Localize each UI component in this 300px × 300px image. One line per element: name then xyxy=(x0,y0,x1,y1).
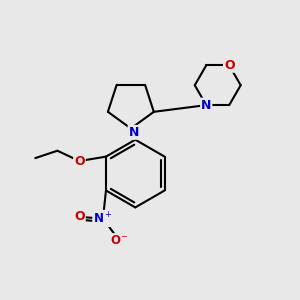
Text: O: O xyxy=(74,154,85,167)
Text: O$^{-}$: O$^{-}$ xyxy=(110,234,128,247)
Text: O: O xyxy=(224,59,235,72)
Text: N: N xyxy=(129,126,139,139)
Text: N$^+$: N$^+$ xyxy=(93,211,113,226)
Text: O: O xyxy=(74,211,85,224)
Text: N: N xyxy=(201,99,211,112)
